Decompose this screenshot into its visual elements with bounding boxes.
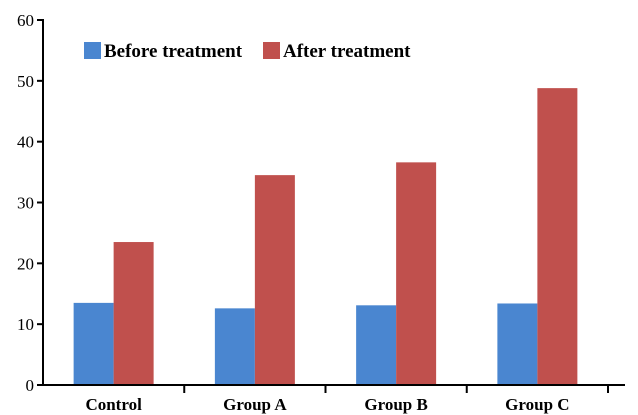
bar-group-a-after-treatment	[254, 175, 295, 385]
bar-group-c-before-treatment	[497, 303, 538, 385]
bar-group-c-after-treatment	[537, 88, 578, 385]
x-tick-label: Control	[85, 395, 142, 414]
x-tick-label: Group C	[505, 395, 569, 414]
x-tick-label: Group A	[223, 395, 287, 414]
y-tick-label: 50	[17, 72, 34, 91]
legend-swatch	[263, 42, 280, 59]
legend: Before treatment After treatment	[84, 41, 411, 62]
legend-label: After treatment	[283, 41, 411, 62]
bars-group	[73, 88, 578, 385]
bar-control-after-treatment	[113, 242, 154, 385]
y-tick-label: 30	[17, 194, 34, 213]
y-ticks-group: 0 10 20 30 40 50 60	[17, 11, 43, 395]
bar-group-a-before-treatment	[214, 308, 255, 385]
bar-group-b-after-treatment	[396, 162, 437, 385]
y-tick-label: 0	[26, 376, 35, 395]
y-tick-label: 20	[17, 254, 34, 273]
y-tick-label: 40	[17, 133, 34, 152]
legend-swatch	[84, 42, 101, 59]
x-tick-label: Group B	[364, 395, 427, 414]
bar-group-b-before-treatment	[356, 305, 397, 385]
y-tick-label: 10	[17, 315, 34, 334]
x-ticks-group: Control Group A Group B Group C	[85, 385, 609, 414]
bar-control-before-treatment	[73, 302, 114, 385]
y-tick-label: 60	[17, 11, 34, 30]
legend-label: Before treatment	[104, 41, 243, 62]
